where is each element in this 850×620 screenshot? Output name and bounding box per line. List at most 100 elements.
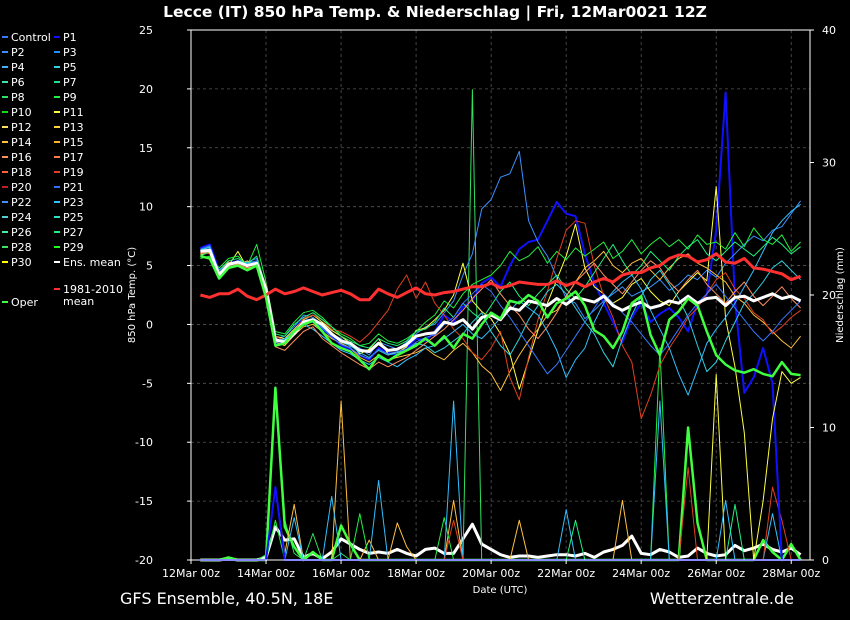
legend-item-p4: P4 — [2, 61, 25, 74]
legend-item-p11: P11 — [54, 106, 84, 119]
legend-item-p14: P14 — [2, 136, 32, 149]
y-tick-label: 10 — [139, 201, 153, 214]
y-tick-label: 25 — [139, 24, 153, 37]
series-p27 — [200, 236, 801, 349]
legend-item-ens-mean: Ens. mean — [54, 256, 121, 269]
legend-label: P22 — [11, 196, 32, 209]
legend-label: P3 — [63, 46, 77, 59]
legend-label: P8 — [11, 91, 25, 104]
legend-label: P4 — [11, 61, 25, 74]
legend-label: P10 — [11, 106, 32, 119]
legend-item-p8: P8 — [2, 91, 25, 104]
y2-tick-label: 30 — [822, 157, 836, 170]
x-tick-label: 24Mar 00z — [612, 567, 670, 580]
series-p2 — [200, 150, 802, 356]
legend-item-p5: P5 — [54, 61, 77, 74]
x-tick-label: 28Mar 00z — [762, 567, 820, 580]
series-oper — [200, 254, 801, 378]
y2-tick-label: 0 — [822, 554, 829, 567]
y-tick-label: -5 — [142, 377, 153, 390]
legend-label: P19 — [63, 166, 84, 179]
legend-item-p2: P2 — [2, 46, 25, 59]
legend-label: P14 — [11, 136, 32, 149]
y-tick-label: 0 — [146, 318, 153, 331]
legend-item-p20: P20 — [2, 181, 32, 194]
legend-item-p26: P26 — [2, 226, 32, 239]
legend-item-p9: P9 — [54, 91, 77, 104]
legend-item-p22: P22 — [2, 196, 32, 209]
legend-label: P27 — [63, 226, 84, 239]
legend-item-p6: P6 — [2, 76, 25, 89]
legend-label: P29 — [63, 241, 84, 254]
legend-label: P13 — [63, 121, 84, 134]
legend-label: P21 — [63, 181, 84, 194]
x-tick-label: 26Mar 00z — [687, 567, 745, 580]
legend-label: P26 — [11, 226, 32, 239]
legend-item-oper: Oper — [2, 296, 38, 309]
legend-label: P17 — [63, 151, 84, 164]
legend-item-p17: P17 — [54, 151, 84, 164]
footer-model-location: GFS Ensemble, 40.5N, 18E — [120, 589, 333, 608]
legend-label: Oper — [11, 296, 38, 309]
series-p14 — [200, 248, 801, 391]
y2-tick-label: 40 — [822, 24, 836, 37]
legend-label: 1981-2010 — [63, 283, 123, 296]
legend-label: P2 — [11, 46, 25, 59]
y2-axis-ticks: 40 30 20 10 0 — [810, 24, 836, 567]
legend-label: P28 — [11, 241, 32, 254]
legend-label: P1 — [63, 31, 77, 44]
x-axis-ticks: 12Mar 00z 14Mar 00z 16Mar 00z 18Mar 00z 20Ma… — [162, 560, 820, 580]
x-tick-label: 14Mar 00z — [237, 567, 295, 580]
legend-item-p28: P28 — [2, 241, 32, 254]
y2-tick-label: 10 — [822, 422, 836, 435]
legend-label: P23 — [63, 196, 84, 209]
x-tick-label: 12Mar 00z — [162, 567, 220, 580]
legend-label: P20 — [11, 181, 32, 194]
legend-item-p13: P13 — [54, 121, 84, 134]
legend-label: Control — [11, 31, 51, 44]
legend-label: P9 — [63, 91, 77, 104]
legend-item-p27: P27 — [54, 226, 84, 239]
legend-label: P5 — [63, 61, 77, 74]
legend-item-p29: P29 — [54, 241, 84, 254]
series-1981-2010-mean — [200, 252, 802, 302]
legend-label: P25 — [63, 211, 84, 224]
legend-item-p7: P7 — [54, 76, 77, 89]
y-axis-label: 850 hPa Temp. (°C) — [127, 247, 138, 343]
legend-label: Ens. mean — [63, 256, 121, 269]
legend-item-p19: P19 — [54, 166, 84, 179]
legend-label: P11 — [63, 106, 84, 119]
legend-item-p21: P21 — [54, 181, 84, 194]
legend-label-cont: mean — [63, 295, 94, 308]
legend-label: P12 — [11, 121, 32, 134]
x-tick-label: 20Mar 00z — [462, 567, 520, 580]
series-niederschlag-ens-mean — [200, 522, 802, 562]
legend-item-p10: P10 — [2, 106, 32, 119]
y-tick-label: -10 — [135, 436, 153, 449]
legend-label: P24 — [11, 211, 32, 224]
x-tick-label: 16Mar 00z — [312, 567, 370, 580]
y-tick-label: -15 — [135, 495, 153, 508]
legend-item-p24: P24 — [2, 211, 32, 224]
x-tick-label: 18Mar 00z — [387, 567, 445, 580]
y-axis-ticks: 25 20 15 10 5 0 -5 -10 -15 -20 — [135, 24, 191, 567]
legend-label: P6 — [11, 76, 25, 89]
legend-label: P18 — [11, 166, 32, 179]
y2-axis-label: Niederschlag (mm) — [835, 247, 846, 343]
series-p16 — [200, 250, 801, 370]
chart-title: Lecce (IT) 850 hPa Temp. & Niederschlag … — [163, 3, 707, 22]
series-p9 — [200, 227, 801, 347]
x-tick-label: 22Mar 00z — [537, 567, 595, 580]
y2-tick-label: 20 — [822, 289, 836, 302]
legend-item-p30: P30 — [2, 256, 32, 269]
legend-item-p15: P15 — [54, 136, 84, 149]
legend-item-p3: P3 — [54, 46, 77, 59]
footer-source: Wetterzentrale.de — [650, 589, 794, 608]
x-axis-label: Date (UTC) — [473, 585, 528, 596]
y-tick-label: -20 — [135, 554, 153, 567]
legend: Control P1 P2 P3 P4 P5 P6 P7 P8 P9 P10 P11 P12 P13 P14… — [2, 31, 123, 309]
legend-item-p18: P18 — [2, 166, 32, 179]
